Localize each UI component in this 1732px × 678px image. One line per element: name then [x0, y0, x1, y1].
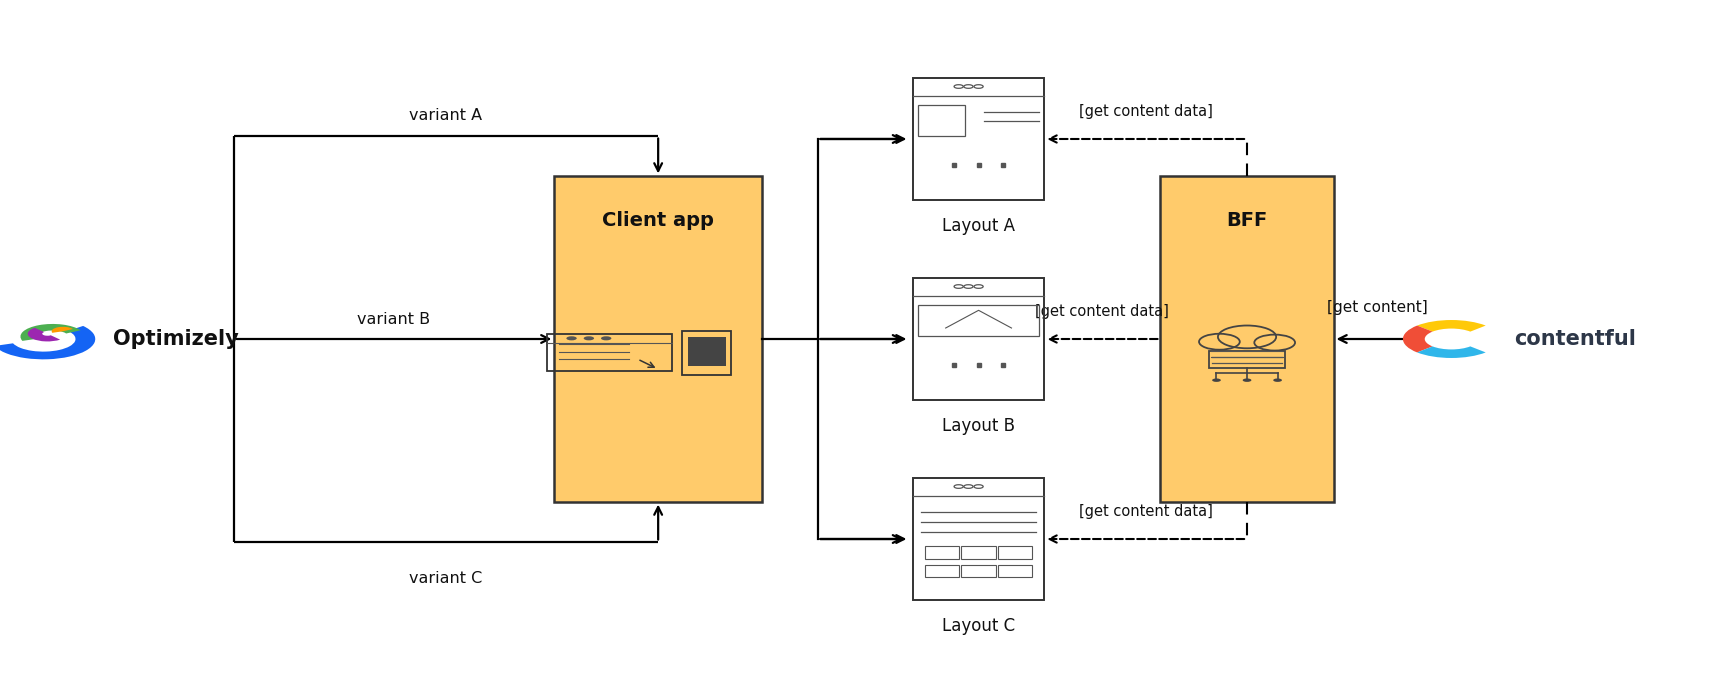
Bar — [998, 565, 1032, 577]
Bar — [925, 546, 960, 559]
Circle shape — [601, 336, 611, 340]
Text: Layout B: Layout B — [942, 417, 1015, 435]
Bar — [682, 330, 731, 374]
Text: Layout C: Layout C — [942, 617, 1015, 635]
Text: [get content data]: [get content data] — [1079, 104, 1212, 119]
Wedge shape — [28, 327, 61, 342]
Text: [get content]: [get content] — [1327, 300, 1427, 315]
Bar — [918, 105, 965, 136]
Bar — [547, 334, 672, 372]
Text: Client app: Client app — [603, 211, 714, 230]
Bar — [1209, 351, 1285, 368]
Bar — [918, 305, 1039, 336]
Text: Layout A: Layout A — [942, 217, 1015, 235]
FancyBboxPatch shape — [1160, 176, 1334, 502]
Text: [get content data]: [get content data] — [1079, 504, 1212, 519]
Text: variant C: variant C — [409, 571, 483, 586]
Text: BFF: BFF — [1226, 211, 1268, 230]
Circle shape — [1242, 378, 1252, 382]
Bar — [998, 546, 1032, 559]
Text: [get content data]: [get content data] — [1036, 304, 1169, 319]
Bar — [913, 78, 1044, 200]
Bar — [688, 336, 726, 366]
Circle shape — [584, 336, 594, 340]
Wedge shape — [1417, 346, 1486, 358]
Bar — [961, 546, 996, 559]
Text: variant B: variant B — [357, 312, 431, 327]
Text: variant A: variant A — [409, 108, 483, 123]
Circle shape — [1212, 378, 1221, 382]
Wedge shape — [1403, 325, 1432, 353]
Bar — [913, 278, 1044, 400]
FancyBboxPatch shape — [554, 176, 762, 502]
Circle shape — [1273, 378, 1282, 382]
Wedge shape — [1417, 320, 1486, 332]
Wedge shape — [52, 327, 73, 333]
Bar — [961, 565, 996, 577]
Text: contentful: contentful — [1514, 329, 1635, 349]
Circle shape — [566, 336, 577, 340]
Wedge shape — [21, 324, 81, 341]
Text: Optimizely: Optimizely — [113, 329, 239, 349]
Bar — [913, 478, 1044, 600]
Wedge shape — [0, 326, 95, 359]
Bar — [925, 565, 960, 577]
